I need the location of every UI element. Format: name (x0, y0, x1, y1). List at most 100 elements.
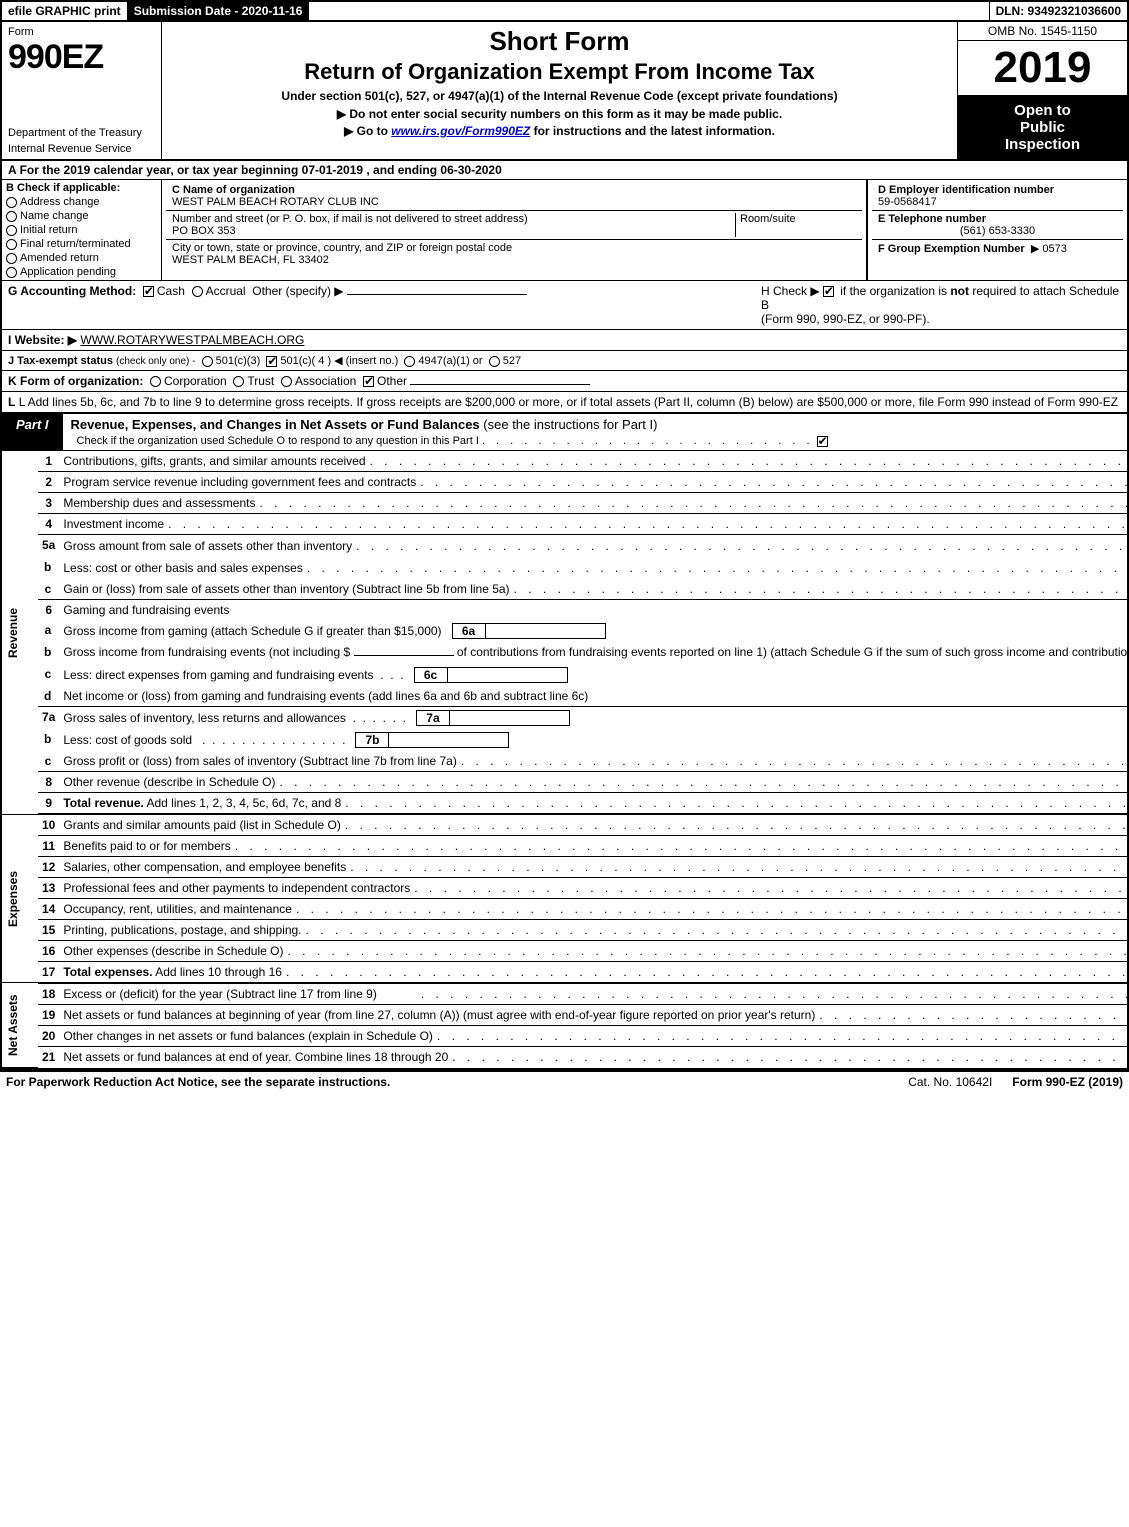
section-g: G Accounting Method: Cash Accrual Other … (8, 284, 741, 326)
line-5a-desc: Gross amount from sale of assets other t… (63, 539, 352, 553)
arrow-icon: ▶ (1031, 243, 1039, 255)
footer-left: For Paperwork Reduction Act Notice, see … (6, 1075, 908, 1089)
line-3-num: 3 (38, 493, 59, 514)
return-title: Return of Organization Exempt From Incom… (170, 59, 949, 85)
line-5c-num: c (38, 579, 59, 600)
d-ein-value: 59-0568417 (878, 196, 937, 208)
i-label: I Website: ▶ (8, 333, 77, 347)
line-6d-desc: Net income or (loss) from gaming and fun… (59, 686, 1129, 707)
part-1-tab: Part I (2, 414, 63, 450)
line-7b-desc: Less: cost of goods sold (63, 733, 192, 747)
short-form-title: Short Form (170, 26, 949, 57)
line-5a-num: 5a (38, 535, 59, 558)
line-8-desc: Other revenue (describe in Schedule O) (63, 775, 275, 789)
line-6-num: 6 (38, 600, 59, 621)
b-opt-initial: Initial return (6, 224, 157, 236)
goto-note: Go to www.irs.gov/Form990EZ for instruct… (170, 124, 949, 138)
dln: DLN: 93492321036600 (989, 2, 1127, 20)
section-i: I Website: ▶ WWW.ROTARYWESTPALMBEACH.ORG (8, 333, 1121, 347)
line-6c-num: c (38, 664, 59, 686)
checkbox-h-icon[interactable] (823, 286, 834, 297)
k-label: K Form of organization: (8, 374, 143, 388)
radio-icon[interactable] (6, 197, 17, 208)
line-5b-desc: Less: cost or other basis and sales expe… (63, 561, 302, 575)
radio-icon[interactable] (281, 376, 292, 387)
line-9-desc: Total revenue. (63, 796, 143, 810)
line-6-desc: Gaming and fundraising events (59, 600, 1129, 621)
header-left: Form 990EZ Department of the Treasury In… (2, 22, 162, 159)
line-a-tax-year: A For the 2019 calendar year, or tax yea… (2, 161, 1127, 180)
radio-icon[interactable] (6, 225, 17, 236)
l-text: L Add lines 5b, 6c, and 7b to line 9 to … (19, 395, 1118, 409)
header-right: OMB No. 1545-1150 2019 Open to Public In… (957, 22, 1127, 159)
c-room: Room/suite (736, 213, 856, 237)
line-6b-blank[interactable] (354, 655, 454, 656)
line-2-desc: Program service revenue including govern… (63, 475, 416, 489)
line-20-desc: Other changes in net assets or fund bala… (63, 1029, 433, 1043)
e-tel-label: E Telephone number (878, 213, 986, 225)
vert-label-expenses: Expenses (2, 814, 38, 983)
checkbox-501c-icon[interactable] (266, 356, 277, 367)
form-number: 990EZ (8, 38, 155, 77)
b-opt-name: Name change (6, 210, 157, 222)
website-link[interactable]: WWW.ROTARYWESTPALMBEACH.ORG (80, 333, 304, 347)
g-other-input[interactable] (347, 294, 527, 295)
lines-table: Revenue 1 Contributions, gifts, grants, … (2, 451, 1129, 1068)
radio-icon[interactable] (6, 253, 17, 264)
radio-icon[interactable] (233, 376, 244, 387)
checkbox-schedule-o-icon[interactable] (817, 436, 828, 447)
k-other-input[interactable] (410, 384, 590, 385)
goto-pre: Go to (357, 124, 392, 138)
section-c: C Name of organization WEST PALM BEACH R… (162, 180, 867, 280)
e-tel-value: (561) 653-3330 (878, 225, 1117, 237)
line-6b-num: b (38, 642, 59, 664)
e-telephone: E Telephone number (561) 653-3330 (872, 211, 1123, 240)
line-21-desc: Net assets or fund balances at end of ye… (63, 1050, 448, 1064)
footer-form: Form 990-EZ (2019) (992, 1075, 1123, 1089)
line-12-num: 12 (38, 857, 59, 878)
goto-post: for instructions and the latest informat… (534, 124, 775, 138)
open-line-2: Public (962, 119, 1123, 136)
radio-icon[interactable] (202, 356, 213, 367)
radio-icon[interactable] (6, 267, 17, 278)
line-7a-num: 7a (38, 707, 59, 730)
form-header: Form 990EZ Department of the Treasury In… (2, 22, 1127, 161)
submission-date: Submission Date - 2020-11-16 (128, 2, 310, 20)
line-7b-num: b (38, 729, 59, 751)
c-name: C Name of organization WEST PALM BEACH R… (166, 182, 862, 211)
line-10-desc: Grants and similar amounts paid (list in… (63, 818, 340, 832)
radio-icon[interactable] (6, 239, 17, 250)
row-j: J Tax-exempt status (check only one) - 5… (2, 351, 1127, 371)
line-7a-desc: Gross sales of inventory, less returns a… (63, 711, 346, 725)
line-7a-sub: 7a (416, 710, 450, 726)
line-6a-sub: 6a (452, 623, 486, 639)
line-17-desc: Total expenses. (63, 965, 152, 979)
radio-accrual-icon[interactable] (192, 286, 203, 297)
row-g-h: G Accounting Method: Cash Accrual Other … (2, 281, 1127, 330)
line-15-num: 15 (38, 920, 59, 941)
header-center: Short Form Return of Organization Exempt… (162, 22, 957, 159)
irs-link[interactable]: www.irs.gov/Form990EZ (391, 124, 530, 138)
open-line-1: Open to (962, 102, 1123, 119)
g-accrual: Accrual (206, 284, 246, 298)
radio-icon[interactable] (489, 356, 500, 367)
h-pre: H Check ▶ (761, 284, 823, 298)
f-group-label: F Group Exemption Number (878, 243, 1025, 255)
line-16-num: 16 (38, 941, 59, 962)
line-11-num: 11 (38, 836, 59, 857)
radio-icon[interactable] (6, 211, 17, 222)
line-18-num: 18 (38, 983, 59, 1005)
radio-icon[interactable] (150, 376, 161, 387)
line-13-desc: Professional fees and other payments to … (63, 881, 410, 895)
line-9-num: 9 (38, 793, 59, 815)
f-group: F Group Exemption Number ▶ 0573 (872, 240, 1123, 257)
checkbox-other-icon[interactable] (363, 376, 374, 387)
b-title: B Check if applicable: (6, 182, 157, 194)
checkbox-cash-icon[interactable] (143, 286, 154, 297)
section-b: B Check if applicable: Address change Na… (2, 180, 162, 280)
section-def: D Employer identification number 59-0568… (867, 180, 1127, 280)
section-k: K Form of organization: Corporation Trus… (8, 374, 1121, 388)
line-6b-desc: Gross income from fundraising events (no… (59, 642, 1129, 664)
vert-label-net-assets: Net Assets (2, 983, 38, 1067)
radio-icon[interactable] (404, 356, 415, 367)
